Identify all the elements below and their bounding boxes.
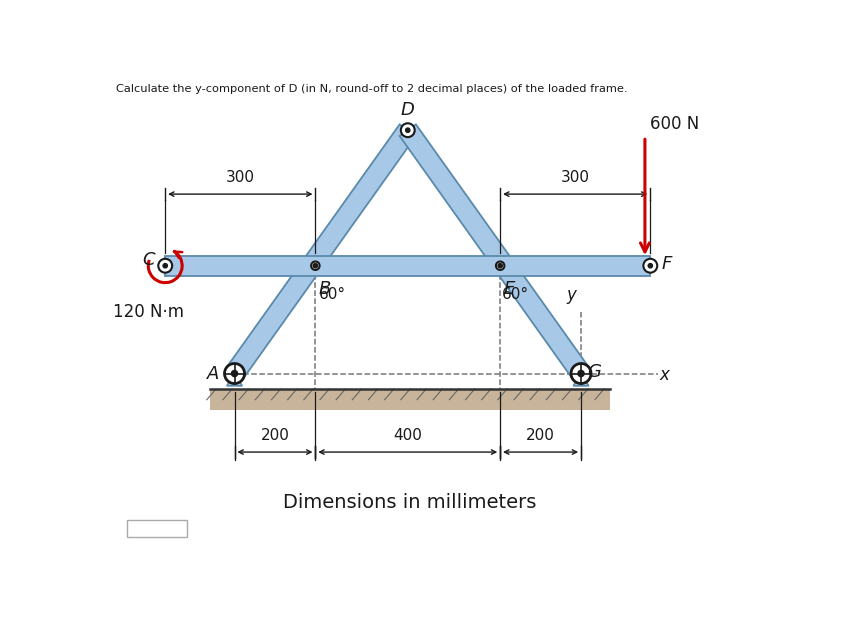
Circle shape xyxy=(225,363,245,384)
Bar xyxy=(127,520,187,537)
Text: 200: 200 xyxy=(261,428,289,443)
Text: E: E xyxy=(503,280,515,298)
Text: x: x xyxy=(660,366,669,384)
Circle shape xyxy=(311,262,319,270)
Circle shape xyxy=(496,262,505,270)
Text: C: C xyxy=(142,250,154,269)
Circle shape xyxy=(401,123,415,137)
Text: y: y xyxy=(567,286,577,304)
Polygon shape xyxy=(226,374,242,386)
Polygon shape xyxy=(400,125,589,379)
Text: 120 N·m: 120 N·m xyxy=(113,303,184,321)
Circle shape xyxy=(643,259,657,273)
Circle shape xyxy=(158,259,172,273)
Text: A: A xyxy=(207,364,219,383)
Polygon shape xyxy=(210,389,610,411)
Circle shape xyxy=(571,363,591,384)
Circle shape xyxy=(648,264,653,268)
Text: D: D xyxy=(401,102,415,120)
Text: 600 N: 600 N xyxy=(649,115,699,133)
Circle shape xyxy=(406,128,410,132)
Text: 60°: 60° xyxy=(502,287,529,302)
Circle shape xyxy=(313,264,318,268)
Text: Dimensions in millimeters: Dimensions in millimeters xyxy=(283,493,536,511)
Polygon shape xyxy=(165,255,650,276)
Text: 400: 400 xyxy=(393,428,422,443)
Text: F: F xyxy=(661,255,672,273)
Circle shape xyxy=(163,264,167,268)
Polygon shape xyxy=(226,125,416,379)
Polygon shape xyxy=(573,374,589,386)
Circle shape xyxy=(232,371,238,376)
Text: 300: 300 xyxy=(226,170,255,185)
Text: 200: 200 xyxy=(526,428,555,443)
Text: Calculate the y-component of D (in N, round-off to 2 decimal places) of the load: Calculate the y-component of D (in N, ro… xyxy=(116,84,628,94)
Text: 300: 300 xyxy=(561,170,590,185)
Text: B: B xyxy=(319,280,331,298)
Circle shape xyxy=(578,371,584,376)
Text: G: G xyxy=(587,363,601,381)
Circle shape xyxy=(498,264,502,268)
Text: 60°: 60° xyxy=(319,287,346,302)
